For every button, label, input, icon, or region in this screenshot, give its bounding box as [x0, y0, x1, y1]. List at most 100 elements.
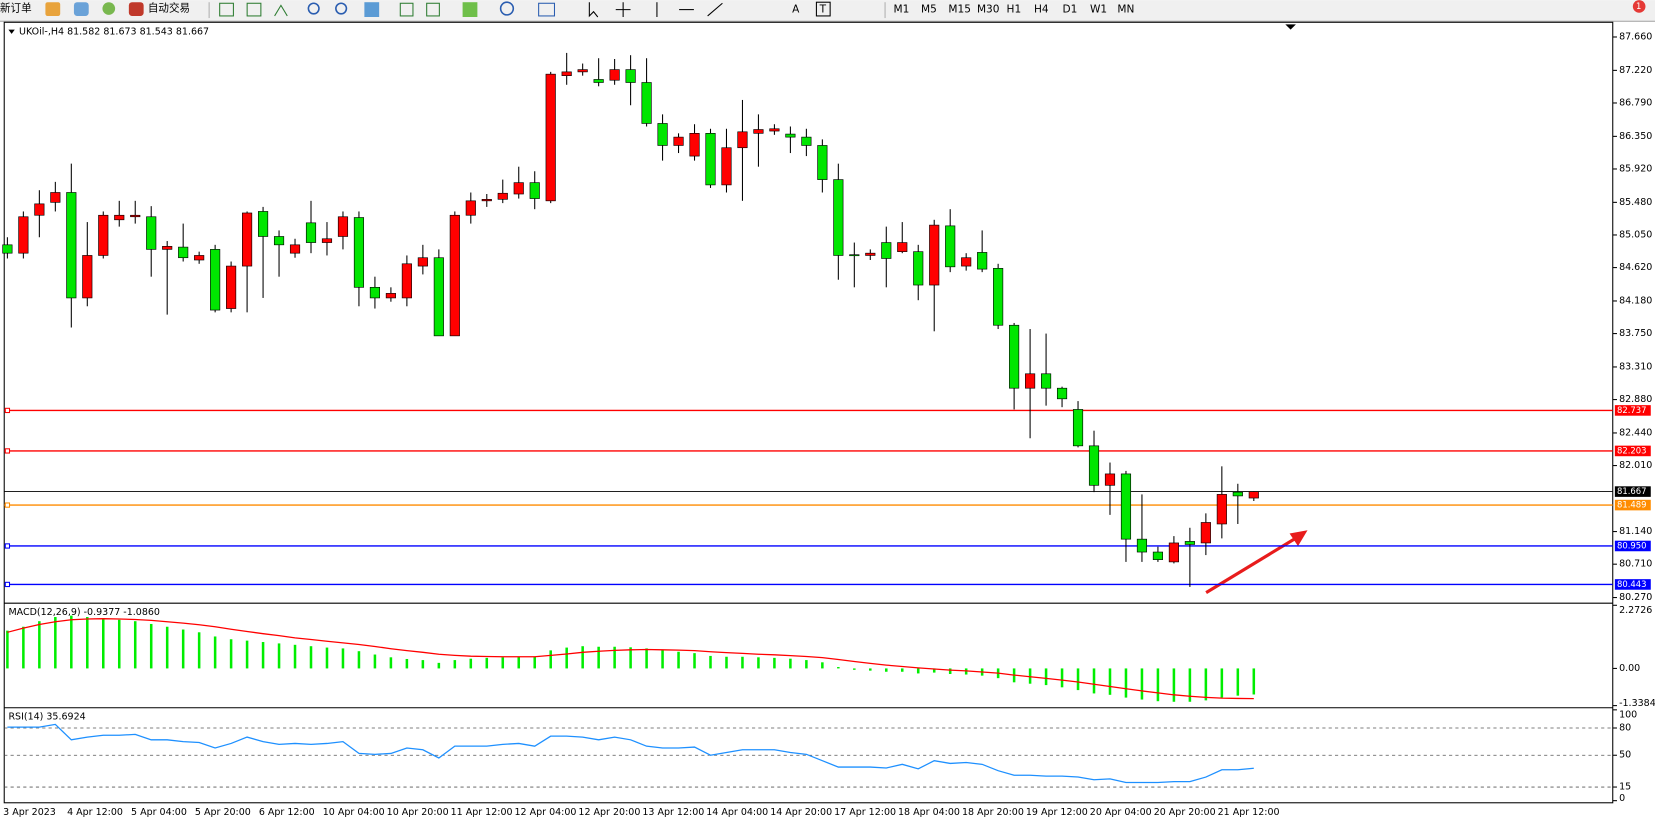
candle-body — [289, 244, 301, 254]
candle-body — [50, 192, 61, 203]
level-label-bg — [1614, 579, 1651, 590]
level-label: 82.203 — [1617, 445, 1647, 455]
cursor-tool[interactable] — [588, 2, 599, 18]
annotation-arrowhead — [1289, 530, 1308, 547]
histogram-bar — [1156, 668, 1160, 702]
timeframe-button[interactable]: M1 — [894, 4, 910, 16]
x-tick-label: 20 Apr 04:00 — [1090, 807, 1152, 818]
histogram-bar — [469, 658, 473, 669]
toolbar-icon[interactable] — [538, 2, 556, 17]
timeframe-button[interactable]: MN — [1117, 4, 1134, 16]
candle-body — [226, 265, 237, 309]
candle-body — [337, 216, 349, 237]
timeframe-button[interactable]: D1 — [1062, 4, 1077, 16]
level-handle — [4, 407, 11, 414]
x-tick-label: 20 Apr 20:00 — [1154, 807, 1216, 818]
toolbar-icon[interactable] — [426, 2, 440, 17]
y-tick-label: 86.350 — [1619, 131, 1652, 142]
level-label: 80.443 — [1617, 579, 1647, 589]
candle-body — [210, 249, 221, 311]
auto-trade-button[interactable]: 自动交易 — [148, 2, 190, 15]
histogram-bar — [725, 656, 728, 669]
timeframe-button[interactable]: H4 — [1034, 4, 1049, 16]
toolbar-icon[interactable] — [364, 2, 380, 17]
y-tick-label: 87.660 — [1619, 31, 1652, 42]
candle-body — [817, 145, 828, 180]
trendline-tool[interactable] — [707, 2, 723, 17]
crosshair-tool[interactable] — [615, 2, 631, 17]
text-tool[interactable]: A — [792, 4, 800, 16]
histogram-bar — [1124, 668, 1128, 698]
x-tick-label: 11 Apr 12:00 — [451, 807, 513, 818]
x-tick-label: 14 Apr 20:00 — [770, 807, 832, 818]
toolbar-icon[interactable] — [45, 2, 61, 16]
x-tick-label: 17 Apr 12:00 — [834, 807, 896, 818]
level-handle — [4, 581, 11, 588]
candle-body — [769, 128, 780, 132]
y-tick-label: 82.880 — [1619, 394, 1652, 405]
toolbar-icon[interactable] — [246, 2, 262, 17]
histogram-bar — [86, 617, 89, 669]
y-tick-label: 85.480 — [1619, 197, 1652, 208]
timeframe-button[interactable]: M15 — [948, 4, 971, 16]
toolbar-icon[interactable] — [274, 4, 288, 17]
histogram-bar — [357, 651, 361, 669]
label-tool[interactable]: T — [819, 4, 827, 16]
x-tick-label: 18 Apr 04:00 — [898, 807, 960, 818]
histogram-bar — [565, 647, 568, 669]
candle-body — [1041, 373, 1052, 389]
candle-body — [497, 192, 508, 200]
y-tick-label: 82.440 — [1619, 427, 1652, 438]
timeframe-button[interactable]: M30 — [977, 4, 1000, 16]
y-tick-label: 0.00 — [1619, 663, 1640, 674]
candle-body — [913, 251, 924, 286]
histogram-bar — [773, 657, 776, 669]
auto-trade-icon[interactable] — [128, 2, 144, 16]
level-label: 81.489 — [1617, 500, 1647, 510]
candle-body — [593, 79, 604, 83]
symbol-menu[interactable] — [8, 29, 15, 34]
candle-body — [1072, 409, 1084, 447]
histogram-bar — [54, 617, 57, 669]
plot-frame — [3, 21, 1614, 804]
y-tick-label: 85.050 — [1619, 229, 1652, 240]
candle-body — [721, 147, 732, 186]
histogram-bar — [677, 651, 680, 669]
y-tick-label: 15 — [1619, 782, 1631, 793]
toolbar-icon[interactable] — [462, 2, 478, 17]
candle-body — [417, 257, 428, 267]
timeframe-button[interactable]: W1 — [1090, 4, 1107, 16]
histogram-bar — [869, 668, 872, 671]
toolbar-icon[interactable] — [73, 2, 89, 16]
x-tick-label: 10 Apr 04:00 — [323, 807, 385, 818]
histogram-bar — [261, 642, 265, 669]
candle-body — [2, 244, 13, 254]
zoom-in[interactable] — [307, 2, 320, 15]
histogram-bar — [213, 636, 217, 669]
candle-body — [1088, 445, 1100, 486]
toolbar-icon[interactable] — [499, 1, 515, 16]
zoom-out[interactable] — [335, 2, 348, 15]
alert-badge[interactable] — [1632, 0, 1646, 13]
histogram-bar — [1076, 668, 1080, 691]
timeframe-button[interactable]: M5 — [921, 4, 937, 16]
y-tick-label: 85.920 — [1619, 163, 1652, 174]
histogram-bar — [597, 646, 600, 669]
x-tick-label: 12 Apr 04:00 — [515, 807, 577, 818]
candle-body — [673, 136, 684, 146]
toolbar-icon[interactable] — [102, 2, 116, 15]
timeframe-button[interactable]: H1 — [1007, 4, 1022, 16]
histogram-bar — [517, 656, 521, 669]
level-label-bg — [1614, 486, 1651, 497]
y-tick-label: 81.140 — [1619, 526, 1652, 537]
candle-body — [353, 217, 365, 288]
histogram-bar — [421, 660, 425, 669]
histogram-bar — [149, 623, 153, 669]
new-order-button[interactable]: 新订单 — [0, 2, 32, 15]
candle-body — [162, 246, 173, 250]
histogram-bar — [389, 657, 393, 669]
candle-body — [433, 257, 444, 337]
toolbar-icon[interactable] — [399, 2, 414, 17]
toolbar-icon[interactable] — [219, 2, 234, 17]
